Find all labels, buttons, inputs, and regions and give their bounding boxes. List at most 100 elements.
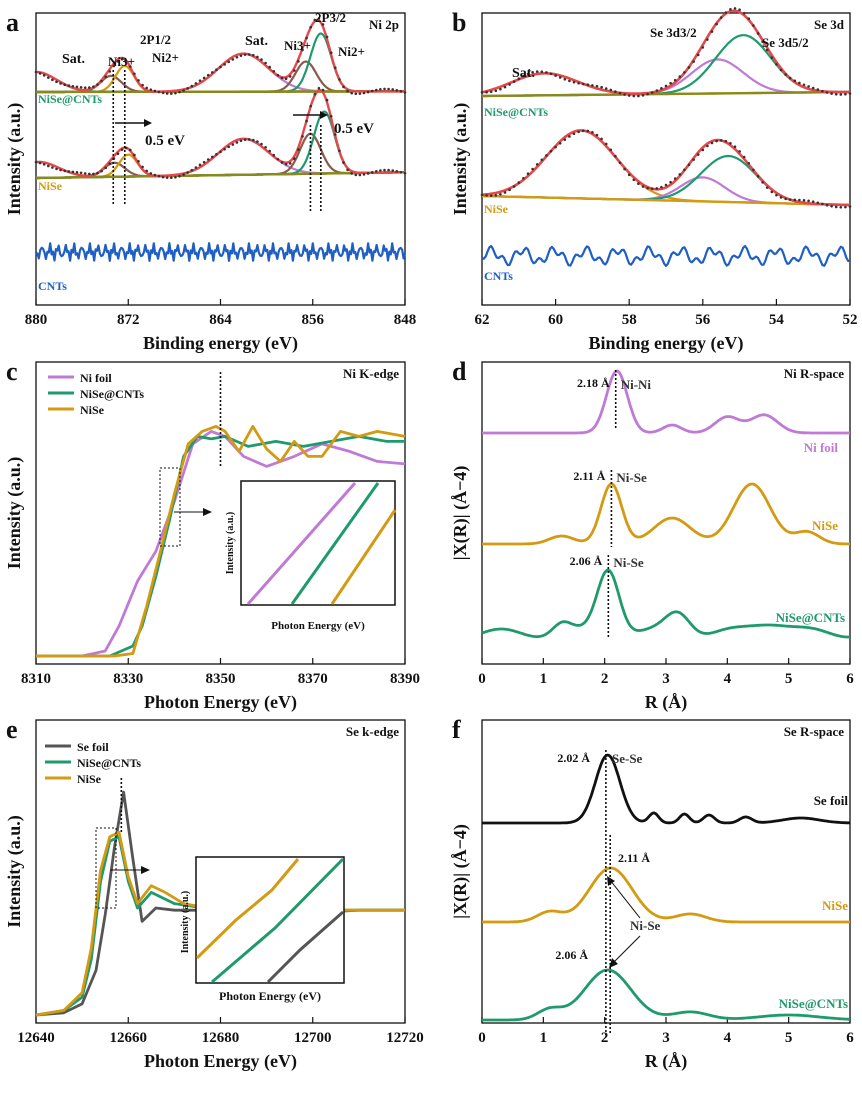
y-axis-label: |X(R)| (Å−4)	[450, 824, 471, 919]
peak-label: Se 3d5/2	[762, 35, 809, 50]
annotation-value: 2.06 Å	[555, 948, 588, 962]
x-tick-label: 12660	[110, 1030, 148, 1046]
data-point	[383, 168, 386, 172]
data-point	[692, 60, 695, 63]
inset: Photon Energy (eV) Intensity (a.u.)	[225, 480, 397, 632]
data-point	[34, 70, 38, 74]
data-point	[623, 93, 626, 96]
arrow-head	[144, 119, 152, 127]
data-point	[284, 162, 288, 166]
data-point	[59, 168, 62, 172]
data-point	[802, 199, 806, 202]
data-point	[627, 173, 631, 177]
data-point	[108, 162, 112, 165]
data-point	[618, 161, 622, 165]
data-point	[485, 194, 488, 197]
data-point	[742, 155, 746, 159]
series-label: NiSe	[484, 202, 509, 216]
data-point	[370, 171, 374, 174]
data-point	[549, 149, 553, 153]
data-point	[362, 173, 366, 176]
series-label: NiSe	[822, 898, 848, 913]
series-line	[481, 568, 851, 639]
data-point	[63, 169, 66, 173]
data-point	[215, 68, 218, 72]
data-point	[798, 198, 801, 202]
data-point	[223, 147, 226, 151]
x-tick-label: 56	[695, 312, 711, 328]
data-point	[733, 145, 737, 149]
annotation-bond: Se-Se	[612, 751, 643, 766]
data-point	[706, 38, 709, 41]
data-point	[375, 88, 378, 92]
data-point	[235, 141, 239, 144]
data-point	[38, 72, 42, 75]
data-point	[219, 65, 222, 69]
peak-label: Ni2+	[152, 50, 179, 65]
x-axis-label: Photon Energy (eV)	[144, 1051, 297, 1072]
data-point	[595, 84, 599, 88]
x-tick-label: 12700	[294, 1030, 332, 1046]
x-axis-label: Photon Energy (eV)	[144, 692, 297, 713]
x-tick-label: 52	[843, 312, 858, 328]
data-point	[170, 92, 173, 95]
data-point	[403, 171, 407, 175]
data-point	[252, 53, 255, 57]
panel-letter: f	[452, 715, 461, 744]
data-point	[71, 170, 75, 174]
data-point	[325, 98, 329, 102]
data-point	[346, 89, 349, 93]
annotation-bond: Ni-Ni	[621, 377, 652, 392]
data-point	[342, 161, 345, 164]
data-point	[346, 168, 349, 172]
data-point	[342, 85, 345, 89]
data-point	[825, 203, 829, 207]
data-point	[165, 176, 169, 179]
data-point	[178, 174, 181, 178]
data-point	[334, 133, 337, 136]
series-label: CNTs	[38, 279, 67, 293]
data-point	[309, 25, 313, 29]
data-point	[247, 138, 251, 141]
data-point	[664, 183, 668, 187]
baseline	[35, 171, 406, 180]
x-tick-label: 6	[846, 1030, 854, 1046]
x-tick-label: 8330	[113, 671, 143, 687]
data-point	[485, 90, 488, 94]
data-point	[692, 158, 695, 161]
data-point	[170, 176, 173, 180]
annotation-bond: Ni-Se	[630, 918, 661, 933]
legend-label: NiSe@CNTs	[80, 387, 144, 401]
data-point	[63, 83, 66, 87]
annotation-value: 2.11 Å	[573, 469, 605, 483]
data-point	[256, 55, 259, 59]
data-point	[313, 18, 317, 22]
x-tick-label: 2	[601, 671, 609, 687]
data-point	[669, 180, 672, 184]
data-point	[338, 149, 341, 153]
x-tick-label: 1	[540, 671, 548, 687]
x-axis-label: Binding energy (eV)	[589, 333, 744, 354]
data-point	[765, 48, 769, 52]
data-point	[549, 72, 553, 76]
data-point	[301, 48, 304, 52]
data-point	[67, 84, 71, 87]
data-point	[844, 92, 847, 96]
x-tick-label: 8310	[21, 671, 51, 687]
data-point	[129, 65, 132, 68]
panel-f: 0 1 2 3 4 5 6 R (Å) |X(R)| (Å−4) f Se R-space 2.02 …	[450, 715, 854, 1072]
data-point	[366, 90, 370, 94]
data-point	[775, 193, 778, 197]
data-point	[182, 89, 185, 92]
data-point	[194, 166, 198, 169]
data-point	[92, 85, 95, 88]
x-axis-label: Binding energy (eV)	[143, 333, 298, 354]
data-point	[325, 35, 329, 39]
data-point	[715, 139, 718, 143]
data-point	[572, 132, 576, 136]
data-point	[784, 73, 787, 76]
data-point	[399, 90, 403, 93]
series-label: NiSe@CNTs	[779, 996, 848, 1011]
data-point	[770, 56, 774, 59]
data-point	[660, 185, 663, 189]
